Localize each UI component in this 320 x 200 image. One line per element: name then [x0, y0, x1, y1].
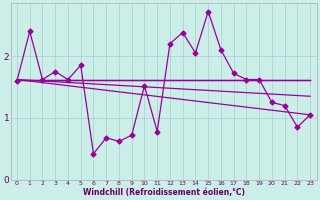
X-axis label: Windchill (Refroidissement éolien,°C): Windchill (Refroidissement éolien,°C) — [83, 188, 244, 197]
